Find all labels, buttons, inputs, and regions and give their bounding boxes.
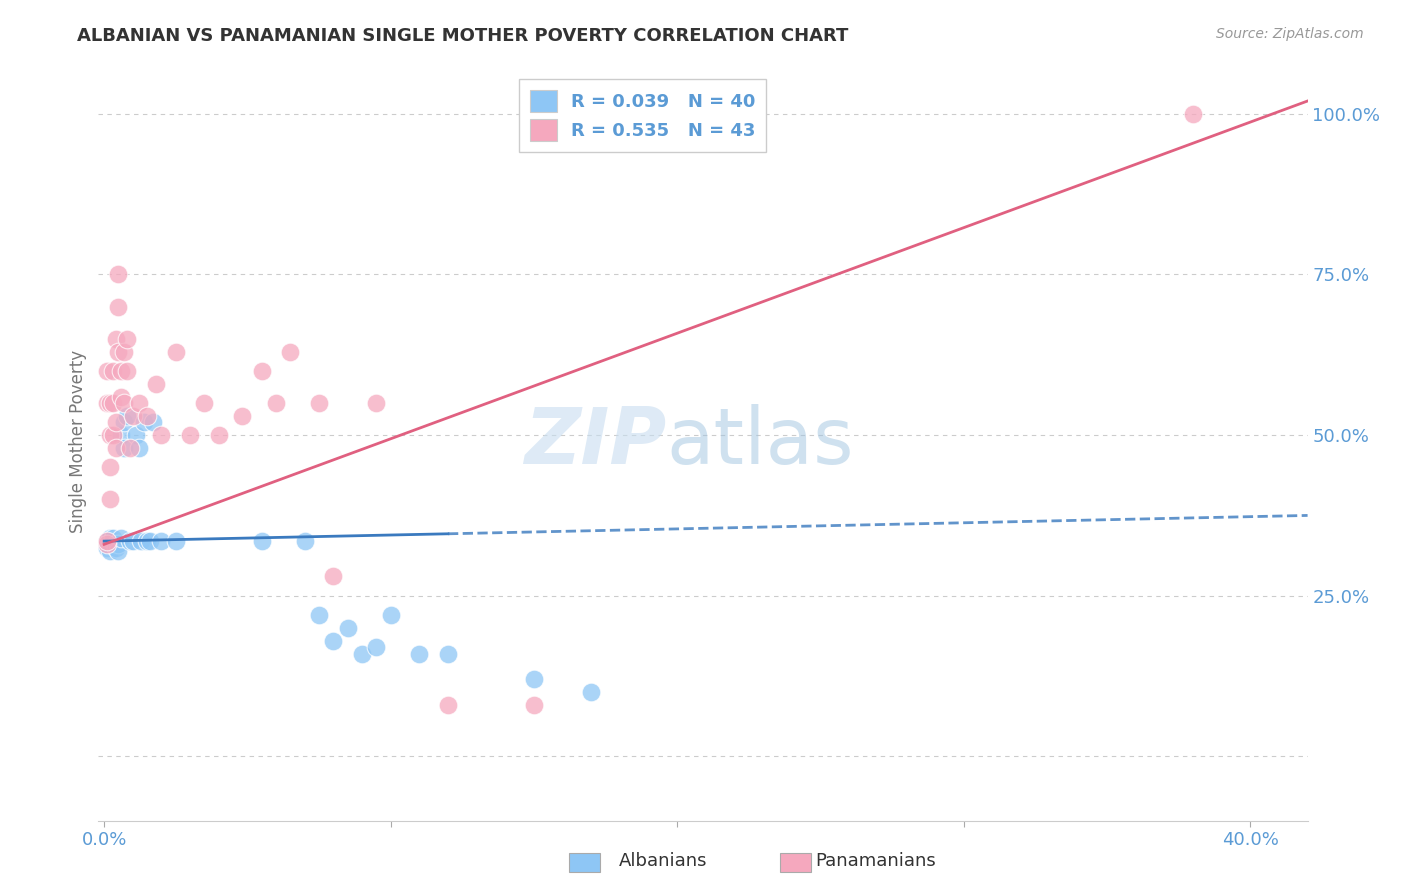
Point — [110, 531, 132, 545]
Point — [121, 409, 143, 423]
Point — [98, 428, 121, 442]
Point — [112, 396, 135, 410]
Point — [110, 364, 132, 378]
Point — [104, 332, 127, 346]
Point — [380, 607, 402, 622]
Point — [98, 537, 121, 551]
Point — [112, 441, 135, 455]
Point — [308, 607, 330, 622]
Text: Panamanians: Panamanians — [815, 852, 936, 870]
Point — [308, 396, 330, 410]
Point — [131, 534, 153, 549]
Point — [112, 344, 135, 359]
Point — [107, 537, 129, 551]
Point — [336, 621, 359, 635]
Point — [96, 537, 118, 551]
Point — [128, 441, 150, 455]
Point — [104, 415, 127, 429]
Point — [96, 537, 118, 551]
Point — [142, 415, 165, 429]
Point — [104, 441, 127, 455]
Point — [124, 428, 146, 442]
Point — [208, 428, 231, 442]
Point — [145, 376, 167, 391]
Point — [366, 396, 388, 410]
Point — [366, 640, 388, 655]
Point — [523, 673, 546, 687]
Point — [165, 534, 187, 549]
Point — [1181, 107, 1204, 121]
Point — [128, 396, 150, 410]
Point — [231, 409, 253, 423]
Point — [101, 364, 124, 378]
Point — [101, 531, 124, 545]
Point — [115, 364, 138, 378]
Point — [98, 460, 121, 475]
Y-axis label: Single Mother Poverty: Single Mother Poverty — [69, 350, 87, 533]
Point — [107, 300, 129, 314]
Point — [280, 344, 302, 359]
Point — [104, 537, 127, 551]
Point — [294, 534, 316, 549]
Point — [150, 428, 173, 442]
Text: ZIP: ZIP — [524, 403, 666, 480]
Point — [136, 409, 159, 423]
Point — [110, 428, 132, 442]
Point — [437, 647, 460, 661]
Point — [98, 531, 121, 545]
Point — [107, 344, 129, 359]
Point — [322, 569, 344, 583]
Point — [165, 344, 187, 359]
Point — [193, 396, 215, 410]
Point — [96, 364, 118, 378]
Point — [101, 428, 124, 442]
Point — [98, 492, 121, 507]
Point — [107, 268, 129, 282]
Point — [250, 534, 273, 549]
Point — [110, 390, 132, 404]
Point — [98, 396, 121, 410]
Point — [96, 396, 118, 410]
Point — [121, 534, 143, 549]
Point — [96, 534, 118, 549]
Text: Albanians: Albanians — [619, 852, 707, 870]
Point — [101, 534, 124, 549]
Point — [139, 534, 162, 549]
Point — [136, 534, 159, 549]
Legend: R = 0.039   N = 40, R = 0.535   N = 43: R = 0.039 N = 40, R = 0.535 N = 43 — [519, 79, 766, 152]
Point — [118, 441, 141, 455]
Point — [150, 534, 173, 549]
Point — [322, 633, 344, 648]
Point — [118, 534, 141, 549]
Point — [250, 364, 273, 378]
Point — [264, 396, 287, 410]
Text: atlas: atlas — [666, 403, 855, 480]
Point — [98, 543, 121, 558]
Point — [523, 698, 546, 712]
Point — [107, 543, 129, 558]
Point — [115, 332, 138, 346]
Point — [101, 396, 124, 410]
Point — [134, 415, 156, 429]
Point — [350, 647, 373, 661]
Point — [104, 541, 127, 555]
Point — [437, 698, 460, 712]
Point — [179, 428, 201, 442]
Text: Source: ZipAtlas.com: Source: ZipAtlas.com — [1216, 27, 1364, 41]
Point — [96, 534, 118, 549]
Point — [115, 409, 138, 423]
Point — [581, 685, 603, 699]
Point — [112, 415, 135, 429]
Point — [96, 541, 118, 555]
Point — [408, 647, 430, 661]
Text: ALBANIAN VS PANAMANIAN SINGLE MOTHER POVERTY CORRELATION CHART: ALBANIAN VS PANAMANIAN SINGLE MOTHER POV… — [77, 27, 849, 45]
